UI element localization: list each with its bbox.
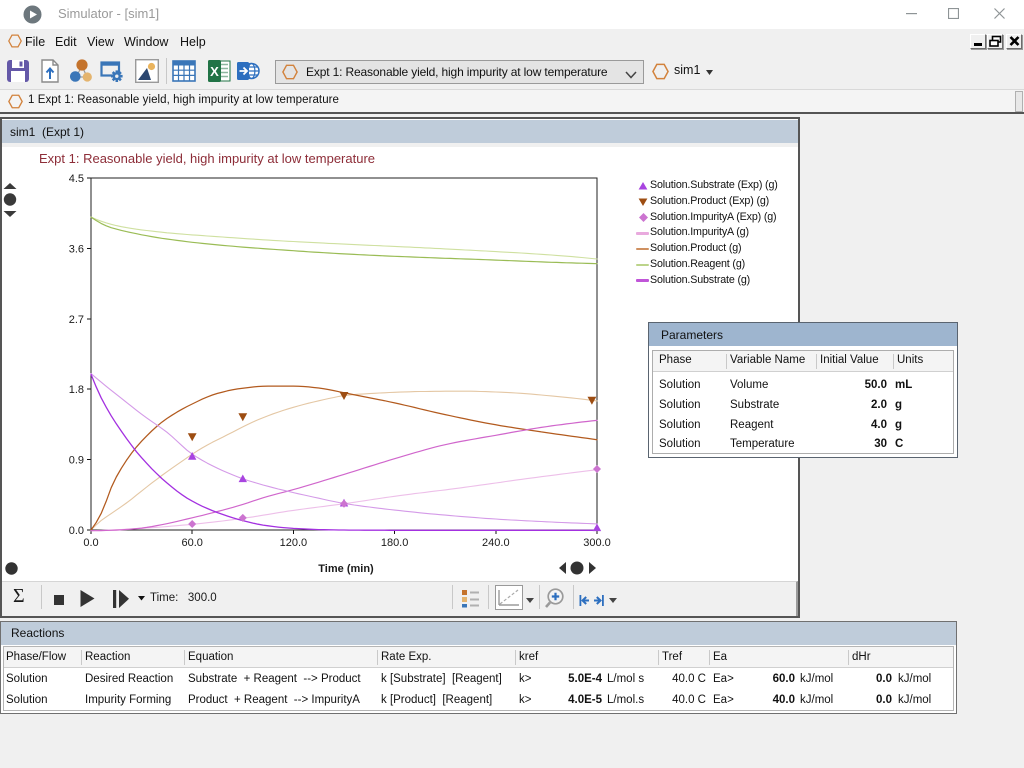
svg-text:2.7: 2.7 xyxy=(69,314,84,326)
svg-text:120.0: 120.0 xyxy=(280,537,308,549)
svg-text:60.0: 60.0 xyxy=(181,537,202,549)
svg-text:X: X xyxy=(210,64,219,79)
svg-text:1.8: 1.8 xyxy=(69,384,84,396)
svg-text:300.0: 300.0 xyxy=(583,537,611,549)
svg-text:0.9: 0.9 xyxy=(69,455,84,467)
svg-text:0.0: 0.0 xyxy=(69,525,84,537)
svg-text:0.0: 0.0 xyxy=(83,537,98,549)
svg-text:Time (min): Time (min) xyxy=(318,563,374,575)
svg-text:3.6: 3.6 xyxy=(69,243,84,255)
svg-text:4.5: 4.5 xyxy=(69,173,84,185)
svg-text:180.0: 180.0 xyxy=(381,537,409,549)
svg-text:240.0: 240.0 xyxy=(482,537,510,549)
